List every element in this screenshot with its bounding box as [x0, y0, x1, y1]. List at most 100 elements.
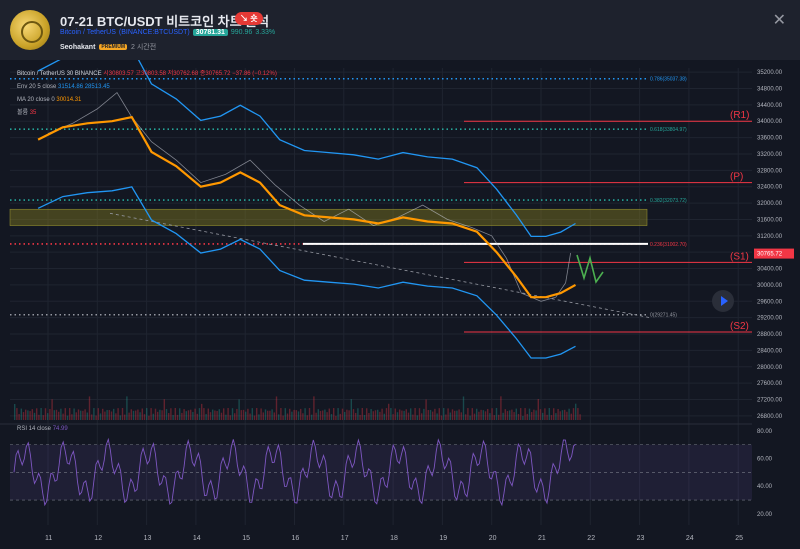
volume-bar — [491, 408, 493, 420]
price-axis-label: 32400.00 — [757, 185, 783, 191]
volume-bar — [528, 408, 531, 420]
time-axis-label: 15 — [242, 535, 250, 542]
price-axis-label: 35200.00 — [757, 70, 783, 76]
price-chart[interactable]: 35200.00 34800.00 34400.00 34000.00 33600.00… — [0, 60, 800, 549]
fib-level-label: 0.382(32073.72) — [650, 198, 687, 204]
volume-bar — [399, 409, 401, 420]
volume-bar — [535, 410, 537, 420]
volume-bar — [49, 408, 51, 420]
chart-background — [0, 60, 800, 549]
volume-bar — [278, 414, 280, 420]
volume-bar — [352, 409, 355, 420]
short-badge: ↘ 숏 — [235, 12, 263, 25]
volume-bar — [377, 409, 379, 420]
volume-bar — [482, 410, 484, 420]
volume-bar — [368, 413, 370, 420]
volume-bar — [187, 410, 190, 420]
volume-bar — [137, 409, 139, 420]
volume-bar — [493, 415, 495, 420]
price-axis-label: 34800.00 — [757, 86, 783, 92]
volume-bar — [80, 410, 82, 420]
price-axis-label: 30000.00 — [757, 283, 783, 289]
volume-bar — [533, 409, 535, 420]
price-axis-label: 29600.00 — [757, 299, 783, 305]
close-icon[interactable]: ✕ — [772, 12, 786, 29]
volume-bar — [97, 408, 99, 420]
volume-bar — [355, 412, 357, 420]
volume-bar — [143, 414, 146, 420]
volume-bar — [73, 408, 75, 420]
volume-bar — [44, 408, 47, 420]
volume-bar — [31, 409, 33, 420]
volume-bar — [511, 409, 513, 420]
pivot-level-label: (S2) — [730, 321, 749, 332]
volume-bar — [141, 408, 143, 420]
time-axis-label: 16 — [292, 535, 300, 542]
trend-line — [109, 212, 651, 319]
time-axis-label: 22 — [587, 535, 595, 542]
price-axis-label: 30400.00 — [757, 267, 783, 273]
volume-bar — [319, 410, 322, 420]
volume-bar — [495, 408, 498, 420]
volume-bar — [539, 409, 542, 420]
volume-bar — [555, 413, 557, 420]
volume-bar — [337, 408, 339, 420]
author-name-link[interactable]: Seohakant — [60, 43, 96, 51]
volume-bar — [75, 412, 77, 420]
volume-bar — [216, 410, 218, 420]
volume-bar — [421, 413, 423, 420]
volume-bar — [14, 404, 16, 420]
volume-bar — [427, 410, 429, 420]
author-avatar[interactable] — [10, 10, 50, 50]
legend-ma-value: 30014.31 — [56, 97, 82, 103]
volume-bar — [423, 408, 425, 420]
play-icon[interactable] — [712, 290, 734, 312]
time-axis-label: 11 — [45, 535, 52, 542]
price-axis-label: 28000.00 — [757, 365, 783, 371]
volume-bar — [509, 410, 511, 420]
exchange-symbol-link[interactable]: (BINANCE:BTCUSDT) — [118, 29, 190, 36]
rsi-legend: RSI 14 close 74.99 — [17, 426, 68, 432]
volume-bar — [568, 408, 570, 420]
volume-bar — [82, 410, 84, 420]
volume-bar — [306, 415, 308, 420]
volume-bar — [223, 408, 225, 420]
current-price-label: 30765.72 — [757, 252, 783, 258]
volume-bar — [124, 414, 126, 420]
volume-bar — [350, 399, 352, 420]
price-axis-label: 27200.00 — [757, 398, 783, 404]
volume-bar — [110, 411, 113, 420]
volume-bar — [429, 409, 432, 420]
price-axis-label: 32800.00 — [757, 168, 783, 174]
volume-bar — [434, 408, 436, 420]
volume-bar — [531, 412, 533, 420]
volume-bar — [363, 415, 366, 420]
volume-bar — [465, 414, 467, 420]
legend-volume-label: 볼륨 — [17, 110, 29, 116]
volume-bar — [449, 412, 451, 420]
volume-bar — [487, 408, 489, 420]
price-axis-label: 34400.00 — [757, 103, 783, 109]
volume-bar — [55, 409, 58, 420]
volume-bar — [517, 413, 520, 420]
volume-bar — [25, 409, 27, 420]
pivot-level-label: (R1) — [730, 110, 749, 121]
rsi-axis-label: 60.00 — [757, 456, 773, 462]
price-axis-label: 33200.00 — [757, 152, 783, 158]
symbol-name-link[interactable]: Bitcoin / TetherUS — [60, 29, 116, 36]
volume-bar — [119, 415, 121, 420]
volume-bar — [416, 415, 418, 420]
volume-bar — [374, 410, 377, 420]
volume-bar — [344, 411, 346, 420]
volume-bar — [260, 408, 262, 420]
legend-env-label: Env 20 5 close — [17, 84, 57, 90]
volume-bar — [163, 399, 165, 420]
volume-bar — [168, 413, 170, 420]
volume-bar — [456, 410, 458, 420]
volume-bar — [315, 412, 317, 420]
volume-bar — [212, 409, 214, 420]
volume-bar — [47, 413, 49, 420]
volume-bar — [282, 415, 284, 420]
volume-bar — [357, 408, 359, 420]
price-axis-label: 29200.00 — [757, 316, 783, 322]
